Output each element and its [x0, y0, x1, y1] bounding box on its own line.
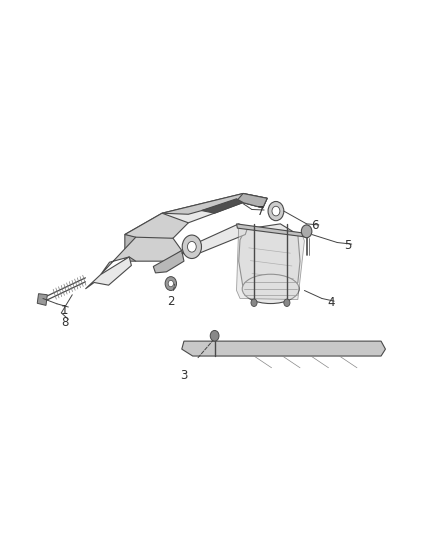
Text: 3: 3 — [180, 369, 187, 382]
Polygon shape — [85, 257, 131, 289]
Polygon shape — [201, 199, 243, 213]
Polygon shape — [37, 294, 47, 305]
Circle shape — [165, 277, 177, 290]
Text: 6: 6 — [311, 220, 319, 232]
Circle shape — [182, 235, 201, 259]
Polygon shape — [237, 225, 304, 300]
Polygon shape — [239, 224, 300, 300]
Text: 1: 1 — [61, 304, 69, 317]
Circle shape — [301, 225, 312, 238]
Polygon shape — [162, 193, 267, 214]
Text: 5: 5 — [345, 239, 352, 252]
Polygon shape — [125, 213, 188, 244]
Circle shape — [272, 206, 280, 216]
Polygon shape — [182, 224, 247, 256]
Text: 7: 7 — [257, 205, 265, 217]
Polygon shape — [125, 193, 267, 235]
Text: 2: 2 — [167, 295, 175, 308]
Polygon shape — [125, 235, 136, 261]
Ellipse shape — [242, 274, 299, 304]
Circle shape — [168, 280, 173, 287]
Polygon shape — [153, 251, 184, 273]
Polygon shape — [182, 341, 385, 356]
Text: 8: 8 — [61, 316, 68, 329]
Circle shape — [251, 299, 257, 306]
Polygon shape — [237, 224, 307, 237]
Circle shape — [284, 299, 290, 306]
Circle shape — [268, 201, 284, 221]
Circle shape — [210, 330, 219, 341]
Circle shape — [187, 241, 196, 252]
Polygon shape — [237, 193, 267, 208]
Polygon shape — [101, 237, 182, 274]
Text: 4: 4 — [327, 296, 335, 309]
